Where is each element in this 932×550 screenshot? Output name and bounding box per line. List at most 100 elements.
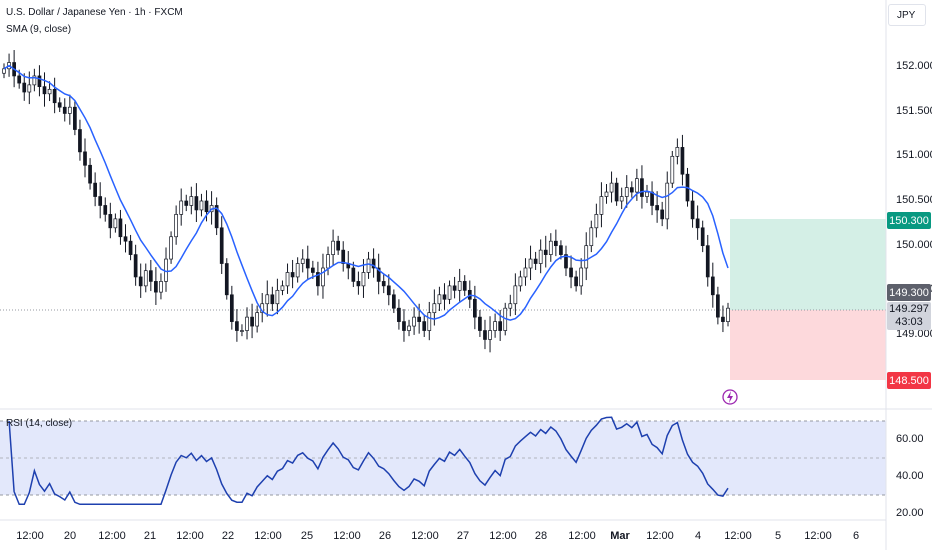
currency-button[interactable]: JPY: [888, 4, 926, 26]
candle-body: [310, 267, 315, 273]
candle-body: [204, 200, 209, 213]
entry-price-tag: 149.300: [887, 284, 931, 301]
candle-body: [569, 267, 573, 278]
candle-body: [695, 218, 700, 229]
candle-body: [361, 272, 366, 287]
candle-body: [437, 294, 442, 305]
candle-body: [609, 182, 614, 193]
candle-body: [17, 75, 22, 84]
candle-body: [219, 227, 224, 264]
candle-body: [680, 147, 685, 175]
candle-body: [604, 191, 609, 197]
price-tick-label: 152.000: [896, 60, 932, 72]
candle-body: [295, 263, 300, 278]
candle-body: [118, 218, 123, 238]
candle-body: [2, 68, 6, 74]
candle-body: [128, 240, 133, 255]
candle-body: [351, 267, 356, 282]
candle-body: [508, 303, 513, 309]
candle-body: [457, 281, 462, 291]
candle-body: [265, 294, 270, 305]
chart-title[interactable]: U.S. Dollar / Japanese Yen · 1h · FXCM: [6, 7, 183, 18]
candle-body: [538, 249, 543, 264]
candle-body: [518, 276, 523, 287]
loss-zone[interactable]: [730, 310, 886, 380]
time-tick-label: 27: [456, 530, 470, 542]
candle-body: [73, 106, 77, 130]
stop-price-tag: 148.500: [887, 372, 931, 389]
candle-body: [407, 325, 411, 331]
candle-body: [245, 316, 249, 331]
time-tick-label: 6: [852, 530, 860, 542]
time-tick-label: 12:00: [568, 530, 596, 542]
candle-body: [442, 294, 447, 300]
candle-body: [528, 258, 533, 269]
candle-body: [483, 330, 487, 340]
current-price-tag: 149.297 43:03: [887, 302, 931, 330]
candle-body: [594, 214, 599, 229]
candle-body: [391, 294, 396, 309]
candle-body: [103, 205, 108, 215]
candle-body: [42, 86, 47, 95]
candle-body: [224, 263, 229, 296]
time-tick-label: 12:00: [254, 530, 282, 542]
candle-body: [235, 321, 239, 331]
candle-body: [356, 281, 361, 287]
candle-body: [629, 187, 634, 193]
candle-body: [78, 129, 82, 153]
price-tick-label: 150.000: [896, 238, 932, 251]
candle-body: [285, 272, 290, 287]
candle-body: [614, 182, 619, 202]
candle-body: [716, 294, 720, 318]
candle-body: [488, 330, 492, 340]
candle-body: [412, 316, 416, 327]
time-tick-label: 25: [300, 530, 314, 542]
candle-body: [386, 285, 391, 296]
candle-body: [214, 205, 219, 229]
candle-body: [189, 196, 194, 206]
candle-body: [493, 321, 497, 331]
candle-body: [640, 178, 644, 197]
rsi-line[interactable]: [8, 416, 729, 506]
candle-body: [123, 236, 128, 242]
candle-body: [660, 209, 665, 220]
candle-body: [169, 236, 173, 260]
candle-body: [498, 321, 503, 331]
candle-body: [194, 196, 199, 211]
time-tick-label: 21: [143, 530, 157, 542]
candle-body: [184, 200, 189, 206]
profit-zone[interactable]: [730, 219, 886, 310]
time-tick-label: 12:00: [646, 530, 674, 542]
candle-body: [290, 272, 295, 278]
candle-body: [88, 164, 92, 184]
candle-body: [462, 281, 467, 291]
candle-body: [619, 196, 624, 202]
candle-body: [98, 196, 103, 206]
candle-body: [650, 191, 654, 206]
lightning-icon[interactable]: [722, 389, 738, 405]
time-tick-label: 12:00: [176, 530, 204, 542]
candle-body: [255, 312, 259, 327]
candle-body: [57, 102, 62, 108]
time-tick-label: 12:00: [489, 530, 517, 542]
price-tick-label: 149.000: [896, 328, 932, 340]
candle-body: [326, 254, 330, 269]
candle-body: [381, 281, 386, 287]
candle-body: [533, 258, 538, 264]
candle-body: [554, 240, 558, 247]
price-tick-label: 151.500: [896, 104, 932, 117]
candle-body: [250, 316, 254, 327]
sma-legend[interactable]: SMA (9, close): [6, 24, 72, 35]
sma-line[interactable]: [3, 64, 729, 321]
time-tick-label: 20: [63, 530, 77, 542]
candle-body: [316, 272, 320, 287]
rsi-tick-label: 20.00: [896, 506, 924, 519]
candle-body: [174, 214, 178, 238]
time-tick-label: 12:00: [98, 530, 126, 542]
candle-body: [67, 106, 72, 114]
rsi-legend[interactable]: RSI (14, close): [6, 418, 73, 429]
candle-body: [83, 151, 87, 166]
candle-body: [513, 285, 518, 305]
